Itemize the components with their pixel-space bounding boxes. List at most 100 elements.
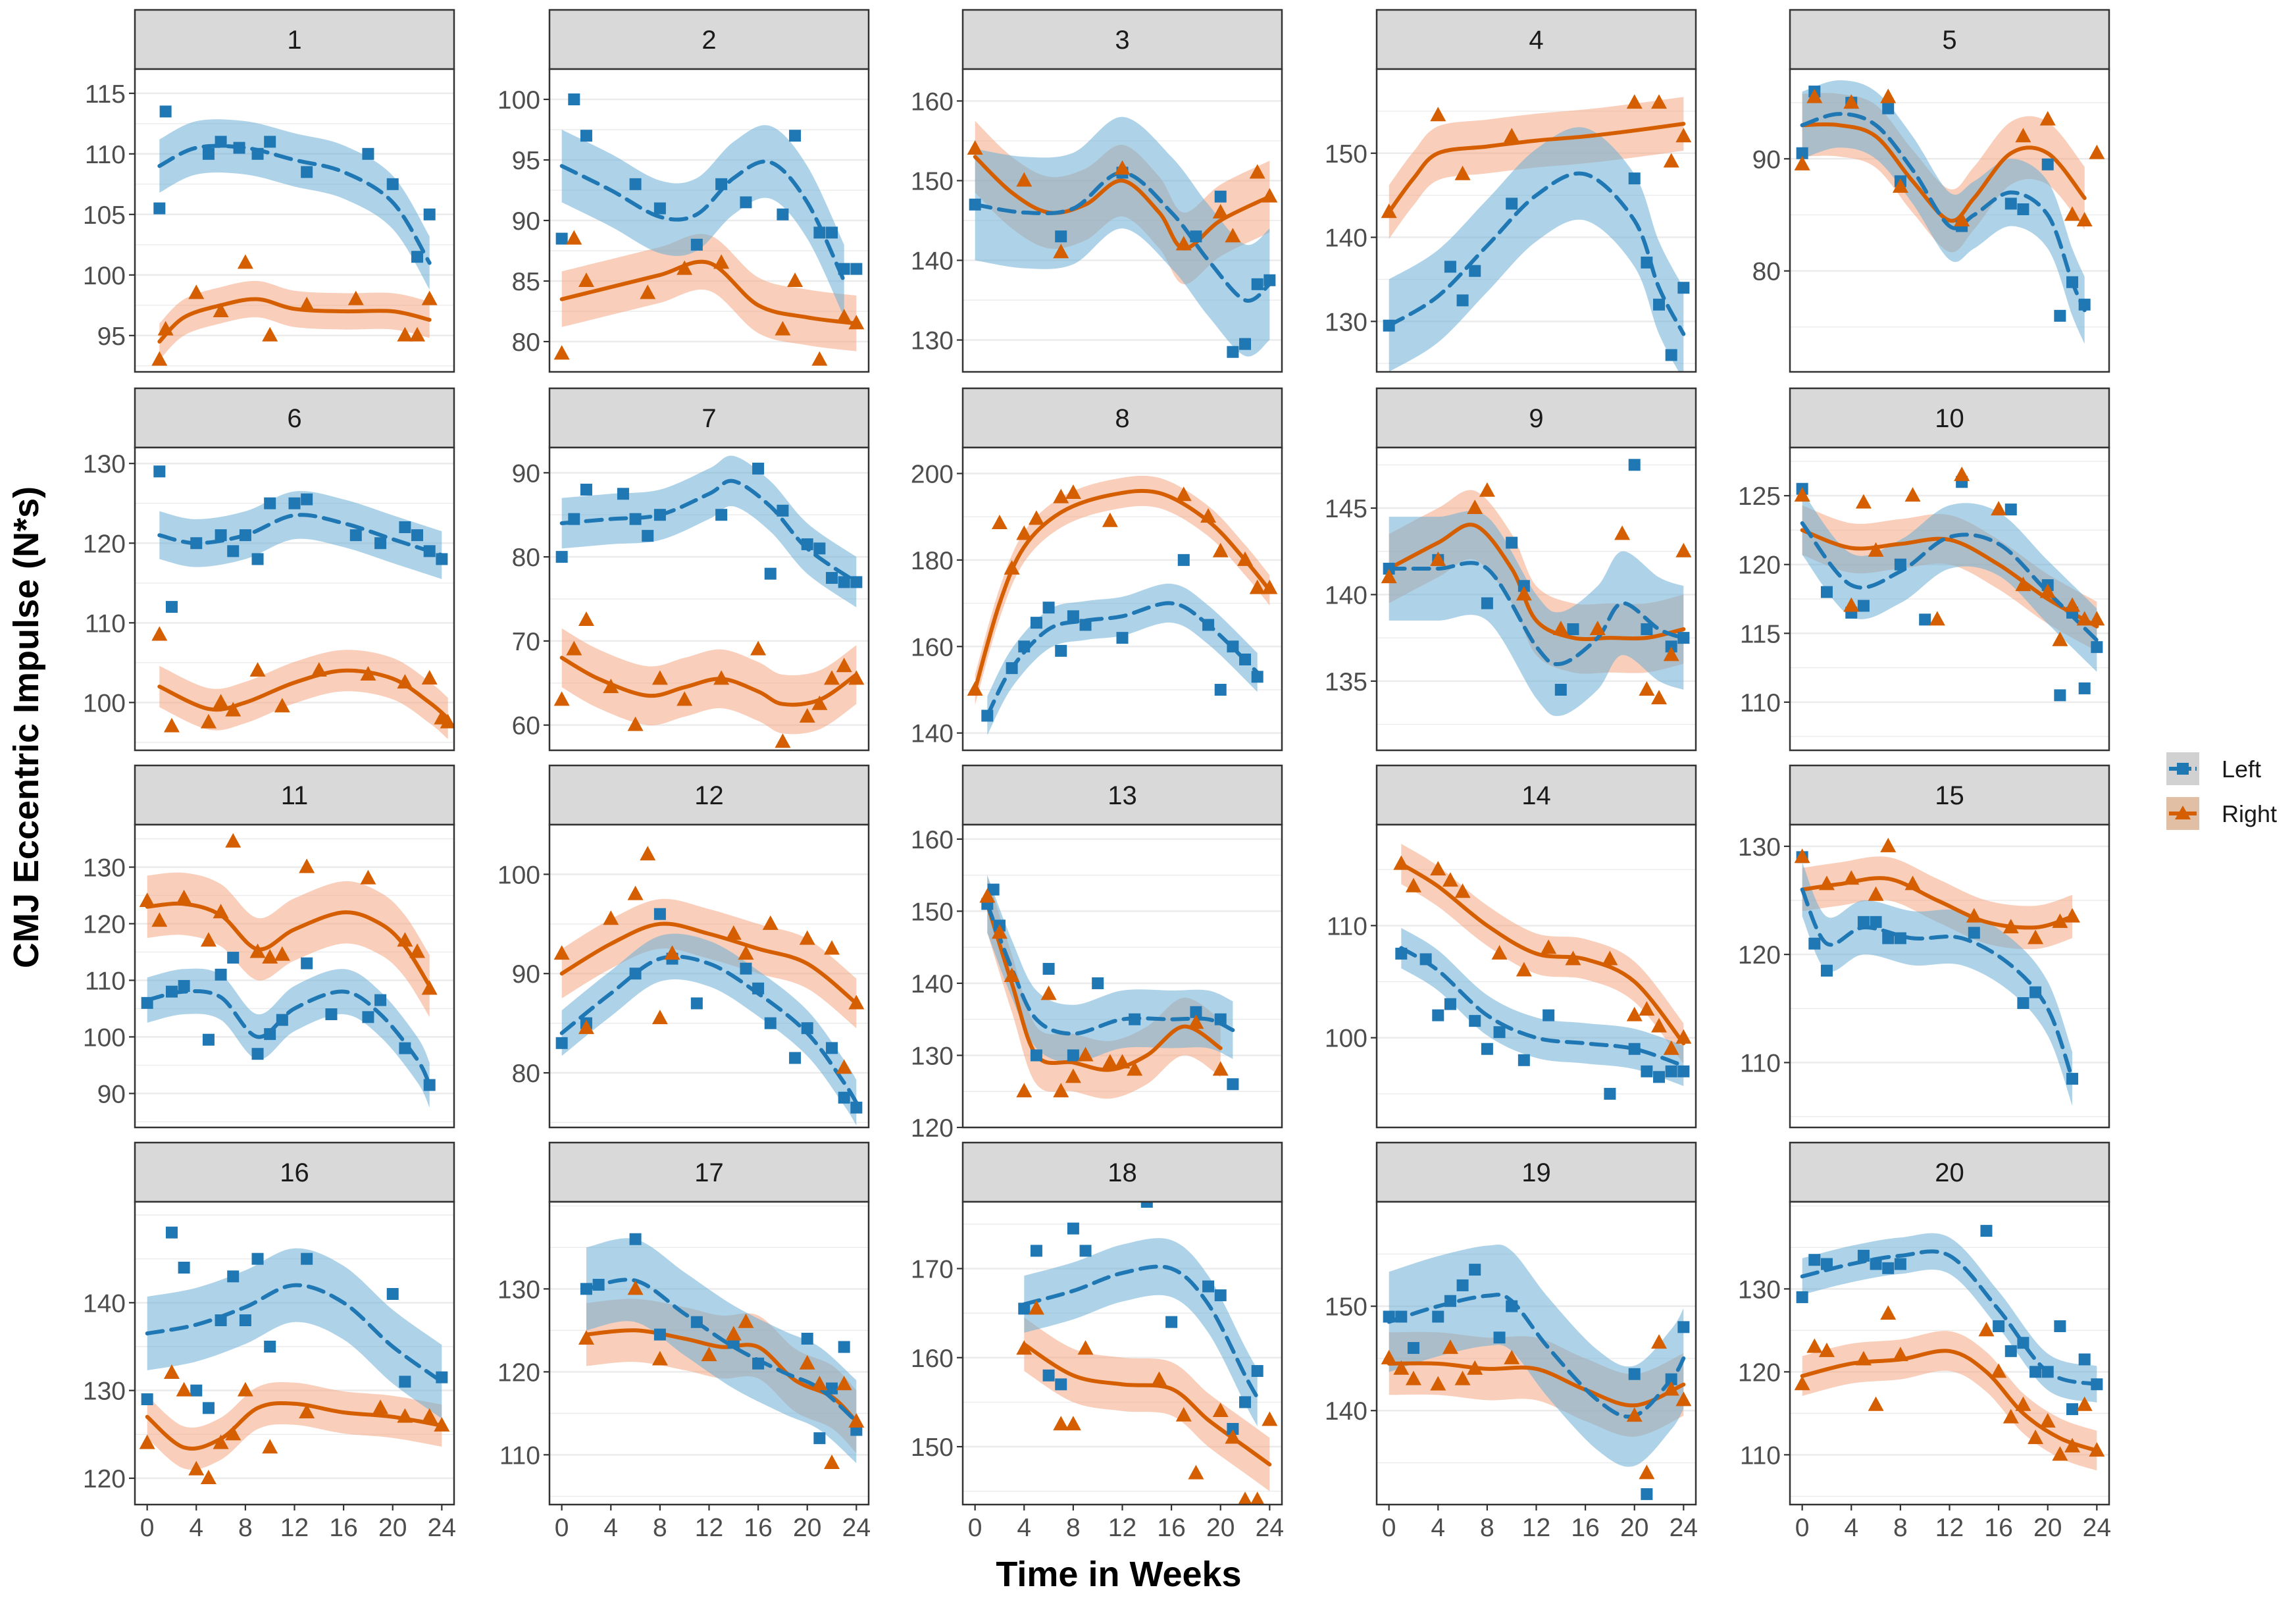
right-point bbox=[566, 640, 582, 656]
panel-strip bbox=[134, 9, 455, 70]
left-point bbox=[1518, 580, 1530, 592]
right-point bbox=[1663, 646, 1679, 661]
left-point bbox=[629, 968, 642, 980]
left-point bbox=[777, 208, 789, 220]
left-point bbox=[2078, 1353, 2091, 1366]
left-point bbox=[1251, 278, 1263, 290]
panel-15: 15 110 120 130 bbox=[1738, 764, 2110, 1129]
panel-10: 10 110 115 120 125 bbox=[1738, 387, 2110, 752]
panel-strip bbox=[548, 1141, 870, 1203]
left-smooth-line bbox=[1387, 1293, 1686, 1419]
right-point bbox=[409, 943, 426, 958]
right-point bbox=[1405, 877, 1421, 892]
right-point bbox=[1200, 508, 1217, 523]
right-point bbox=[578, 611, 594, 626]
panel-border bbox=[548, 823, 870, 1129]
panel-2: 2 80 85 90 95 100 bbox=[497, 9, 870, 373]
panel-border bbox=[548, 446, 870, 752]
left-point bbox=[264, 1028, 276, 1041]
left-point bbox=[1055, 230, 1067, 243]
right-point bbox=[811, 351, 828, 366]
left-point bbox=[1042, 963, 1055, 975]
right-point bbox=[2052, 631, 2068, 646]
x-tick-label: 8 bbox=[1480, 1514, 1494, 1542]
right-point bbox=[1040, 985, 1057, 1000]
left-confidence-band bbox=[987, 583, 1258, 735]
right-point bbox=[848, 670, 865, 685]
left-point bbox=[801, 1332, 813, 1345]
right-point bbox=[1904, 487, 1921, 502]
left-point bbox=[436, 553, 448, 565]
y-tick-label: 125 bbox=[1738, 482, 1781, 511]
x-tick-label: 0 bbox=[555, 1514, 569, 1542]
right-point bbox=[2003, 1408, 2019, 1424]
right-point bbox=[139, 892, 155, 908]
panel-strip bbox=[1789, 764, 2110, 826]
right-point bbox=[1430, 107, 1446, 122]
left-point bbox=[190, 537, 203, 550]
left-point bbox=[1456, 1279, 1469, 1291]
left-point bbox=[555, 551, 568, 563]
right-point bbox=[1053, 1083, 1069, 1098]
left-point bbox=[1919, 613, 1931, 626]
right-confidence-band bbox=[159, 280, 430, 360]
x-tick-label: 20 bbox=[793, 1514, 821, 1542]
left-point bbox=[801, 1022, 813, 1035]
panel-strip bbox=[1375, 9, 1697, 70]
left-point bbox=[740, 962, 752, 975]
right-point bbox=[1651, 1018, 1668, 1033]
left-point bbox=[1481, 597, 1493, 609]
y-tick-label: 110 bbox=[1740, 1049, 1781, 1077]
right-point bbox=[1663, 1040, 1679, 1055]
left-point bbox=[1432, 1009, 1444, 1021]
left-point bbox=[202, 1033, 215, 1046]
right-point bbox=[421, 980, 438, 995]
right-point bbox=[1467, 500, 1483, 514]
right-point bbox=[299, 858, 315, 873]
left-point bbox=[813, 226, 826, 239]
right-point bbox=[237, 254, 253, 269]
left-point bbox=[642, 530, 654, 542]
right-point bbox=[1053, 244, 1069, 259]
left-point bbox=[1628, 1043, 1641, 1055]
left-point bbox=[1042, 1369, 1055, 1381]
left-point bbox=[2041, 1366, 2054, 1378]
y-tick-label: 120 bbox=[1738, 1358, 1781, 1387]
right-point bbox=[750, 640, 767, 656]
right-point bbox=[225, 833, 242, 848]
y-tick-label: 90 bbox=[512, 207, 540, 236]
left-smooth-line bbox=[1800, 887, 2074, 1081]
right-smooth-line bbox=[1800, 1349, 2099, 1453]
panel-strip-label: 3 bbox=[1115, 26, 1129, 55]
right-point bbox=[1855, 494, 1872, 509]
left-point bbox=[215, 1314, 227, 1326]
left-point bbox=[629, 513, 642, 525]
right-point bbox=[1602, 950, 1618, 966]
right-point bbox=[1516, 962, 1532, 977]
right-smooth-line bbox=[973, 488, 1272, 692]
left-point bbox=[1251, 671, 1263, 683]
left-point bbox=[2078, 682, 2091, 694]
right-point bbox=[1843, 870, 1860, 885]
right-point bbox=[311, 661, 327, 677]
right-point bbox=[1102, 512, 1118, 527]
left-point bbox=[1993, 1320, 2005, 1333]
right-point bbox=[1639, 1001, 1655, 1016]
left-point bbox=[1894, 932, 1906, 944]
panel-strip bbox=[548, 764, 870, 826]
left-point bbox=[580, 130, 592, 142]
y-tick-label: 150 bbox=[911, 167, 954, 195]
right-point bbox=[1639, 681, 1655, 696]
y-tick-label: 140 bbox=[83, 1289, 126, 1318]
left-point bbox=[580, 483, 592, 496]
y-tick-label: 110 bbox=[85, 609, 126, 638]
x-tick-label: 12 bbox=[1935, 1514, 1964, 1542]
x-tick-label: 16 bbox=[1157, 1514, 1185, 1542]
left-point bbox=[1653, 298, 1666, 311]
left-point bbox=[411, 251, 424, 263]
x-tick-label: 0 bbox=[968, 1514, 982, 1542]
left-point bbox=[202, 147, 215, 160]
right-point bbox=[1114, 1054, 1131, 1069]
left-point bbox=[653, 1328, 666, 1341]
